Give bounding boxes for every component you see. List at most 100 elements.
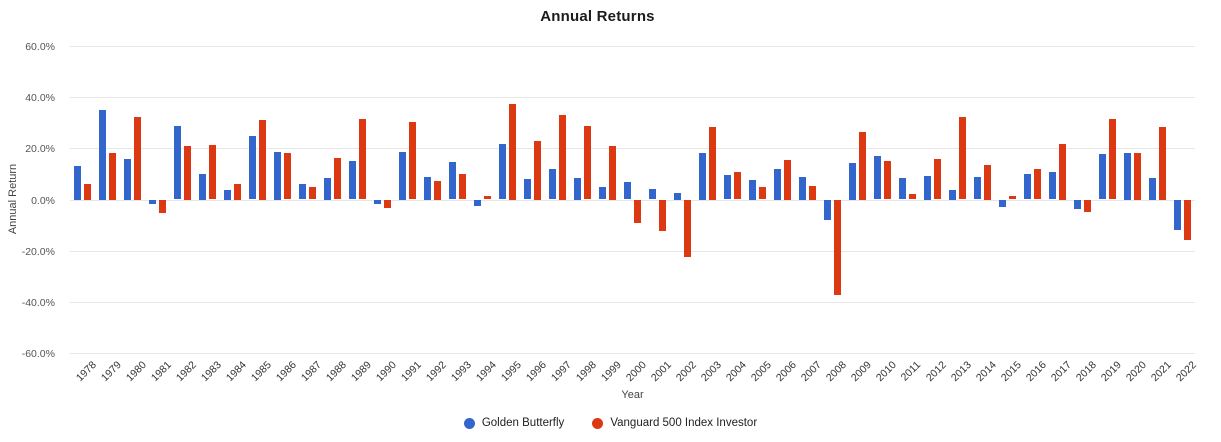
bar-2016-series2[interactable] xyxy=(1034,169,1041,199)
gridline xyxy=(70,251,1195,252)
bar-2005-series2[interactable] xyxy=(759,187,766,199)
bar-2017-series2[interactable] xyxy=(1059,144,1066,200)
bar-2008-series2[interactable] xyxy=(834,200,841,295)
bar-1984-series1[interactable] xyxy=(224,190,231,200)
bar-1988-series2[interactable] xyxy=(334,158,341,199)
bar-2006-series1[interactable] xyxy=(774,169,781,200)
bar-1991-series2[interactable] xyxy=(409,122,416,199)
bar-2022-series1[interactable] xyxy=(1174,200,1181,230)
bar-1982-series1[interactable] xyxy=(174,126,181,199)
bar-1987-series2[interactable] xyxy=(309,187,316,199)
bar-1987-series1[interactable] xyxy=(299,184,306,199)
bar-2006-series2[interactable] xyxy=(784,160,791,200)
gridline xyxy=(70,46,1195,47)
bar-1999-series2[interactable] xyxy=(609,146,616,200)
y-tick-label: 60.0% xyxy=(25,41,55,53)
bar-2009-series1[interactable] xyxy=(849,163,856,200)
x-tick-label: 2022 xyxy=(1173,359,1199,385)
bar-2003-series2[interactable] xyxy=(709,127,716,200)
bar-1980-series2[interactable] xyxy=(134,117,141,200)
bar-1992-series1[interactable] xyxy=(424,177,431,200)
bar-1993-series1[interactable] xyxy=(449,162,456,199)
bar-1986-series1[interactable] xyxy=(274,152,281,200)
bar-2003-series1[interactable] xyxy=(699,153,706,200)
bar-1984-series2[interactable] xyxy=(234,184,241,200)
bar-2017-series1[interactable] xyxy=(1049,172,1056,199)
bar-2015-series1[interactable] xyxy=(999,200,1006,207)
bar-2005-series1[interactable] xyxy=(749,180,756,200)
bar-2011-series1[interactable] xyxy=(899,178,906,199)
y-tick-label: 20.0% xyxy=(25,143,55,155)
bar-1998-series2[interactable] xyxy=(584,126,591,199)
bar-1999-series1[interactable] xyxy=(599,187,606,199)
bar-2018-series1[interactable] xyxy=(1074,200,1081,209)
bar-2010-series1[interactable] xyxy=(874,156,881,199)
bar-1988-series1[interactable] xyxy=(324,178,331,200)
bar-1989-series1[interactable] xyxy=(349,161,356,199)
bar-2014-series2[interactable] xyxy=(984,165,991,200)
bar-1979-series1[interactable] xyxy=(99,110,106,200)
bar-2000-series2[interactable] xyxy=(634,200,641,223)
bar-2020-series1[interactable] xyxy=(1124,153,1131,200)
bar-1990-series1[interactable] xyxy=(374,200,381,204)
bar-1980-series1[interactable] xyxy=(124,159,131,200)
bar-2008-series1[interactable] xyxy=(824,200,831,220)
bar-1986-series2[interactable] xyxy=(284,153,291,199)
bar-2010-series2[interactable] xyxy=(884,161,891,199)
bar-1998-series1[interactable] xyxy=(574,178,581,200)
bar-2016-series1[interactable] xyxy=(1024,174,1031,199)
bar-2007-series2[interactable] xyxy=(809,186,816,200)
bar-2012-series2[interactable] xyxy=(934,159,941,199)
x-tick-label: 1984 xyxy=(223,359,249,385)
bar-1997-series1[interactable] xyxy=(549,169,556,199)
bar-2021-series2[interactable] xyxy=(1159,127,1166,200)
bar-1985-series2[interactable] xyxy=(259,120,266,200)
bar-1978-series1[interactable] xyxy=(74,166,81,200)
bar-1996-series1[interactable] xyxy=(524,179,531,199)
bar-2018-series2[interactable] xyxy=(1084,200,1091,212)
bar-1997-series2[interactable] xyxy=(559,115,566,200)
bar-1994-series1[interactable] xyxy=(474,200,481,206)
bar-1981-series1[interactable] xyxy=(149,200,156,204)
bar-1985-series1[interactable] xyxy=(249,136,256,199)
legend-label: Golden Butterfly xyxy=(481,417,565,429)
bar-1995-series1[interactable] xyxy=(499,144,506,199)
bar-1995-series2[interactable] xyxy=(509,104,516,200)
bar-2004-series1[interactable] xyxy=(724,175,731,199)
bar-2019-series2[interactable] xyxy=(1109,119,1116,199)
bar-1982-series2[interactable] xyxy=(184,146,191,200)
bar-2002-series1[interactable] xyxy=(674,193,681,200)
bar-2002-series2[interactable] xyxy=(684,200,691,257)
bar-1978-series2[interactable] xyxy=(84,184,91,200)
bar-2000-series1[interactable] xyxy=(624,182,631,199)
bar-1994-series2[interactable] xyxy=(484,196,491,199)
bar-2012-series1[interactable] xyxy=(924,176,931,200)
bar-1996-series2[interactable] xyxy=(534,141,541,200)
bar-2019-series1[interactable] xyxy=(1099,154,1106,199)
bar-1989-series2[interactable] xyxy=(359,119,366,199)
bar-1983-series2[interactable] xyxy=(209,145,216,199)
bar-2011-series2[interactable] xyxy=(909,194,916,199)
bar-2022-series2[interactable] xyxy=(1184,200,1191,240)
bar-1993-series2[interactable] xyxy=(459,174,466,199)
bar-2021-series1[interactable] xyxy=(1149,178,1156,200)
bar-2014-series1[interactable] xyxy=(974,177,981,199)
bar-1981-series2[interactable] xyxy=(159,200,166,213)
bar-1990-series2[interactable] xyxy=(384,200,391,208)
bar-1992-series2[interactable] xyxy=(434,181,441,200)
bar-2013-series2[interactable] xyxy=(959,117,966,199)
bar-2009-series2[interactable] xyxy=(859,132,866,200)
bar-2013-series1[interactable] xyxy=(949,190,956,200)
x-tick-label: 1994 xyxy=(473,359,499,385)
bar-2001-series2[interactable] xyxy=(659,200,666,231)
bar-2004-series2[interactable] xyxy=(734,172,741,199)
gridline xyxy=(70,302,1195,303)
bar-2015-series2[interactable] xyxy=(1009,196,1016,199)
bar-1991-series1[interactable] xyxy=(399,152,406,200)
bar-2020-series2[interactable] xyxy=(1134,153,1141,200)
y-tick-label: -20.0% xyxy=(21,246,55,258)
bar-2001-series1[interactable] xyxy=(649,189,656,199)
bar-1983-series1[interactable] xyxy=(199,174,206,200)
bar-2007-series1[interactable] xyxy=(799,177,806,200)
bar-1979-series2[interactable] xyxy=(109,153,116,200)
